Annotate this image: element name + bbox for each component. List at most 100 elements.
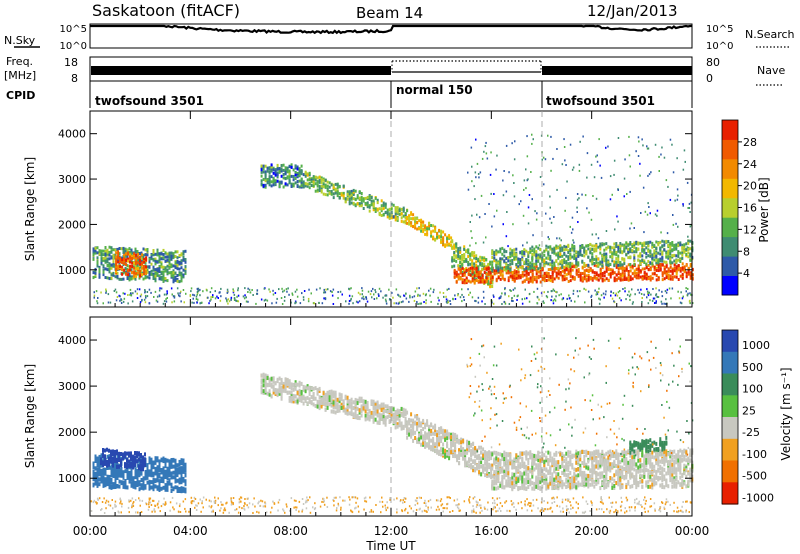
data-cell bbox=[487, 266, 490, 270]
data-cell bbox=[95, 290, 98, 293]
data-cell bbox=[584, 301, 586, 304]
data-cell bbox=[369, 293, 372, 296]
data-cell bbox=[525, 266, 528, 270]
data-cell bbox=[461, 272, 464, 276]
data-cell bbox=[575, 258, 578, 262]
data-cell bbox=[532, 234, 534, 237]
data-cell bbox=[266, 166, 269, 170]
data-cell bbox=[549, 257, 552, 260]
data-cell bbox=[513, 294, 516, 297]
data-cell bbox=[152, 258, 155, 262]
data-cell bbox=[120, 298, 122, 301]
data-cell bbox=[419, 294, 421, 297]
data-cell bbox=[104, 250, 107, 253]
data-cell bbox=[97, 297, 99, 299]
data-cell bbox=[489, 267, 492, 271]
data-cell bbox=[629, 255, 632, 259]
data-cell bbox=[129, 268, 132, 272]
data-cell bbox=[292, 182, 295, 186]
data-cell bbox=[561, 262, 564, 265]
data-cell bbox=[294, 177, 297, 180]
data-cell bbox=[577, 268, 580, 271]
data-cell bbox=[579, 252, 582, 256]
data-cell bbox=[677, 290, 679, 293]
data-cell bbox=[243, 297, 246, 300]
data-cell bbox=[122, 250, 125, 254]
data-cell bbox=[164, 277, 167, 280]
data-cell bbox=[131, 271, 134, 275]
data-cell bbox=[450, 240, 453, 244]
data-cell bbox=[418, 287, 420, 290]
data-cell bbox=[525, 277, 528, 281]
data-cell bbox=[184, 270, 187, 273]
data-cell bbox=[138, 487, 141, 492]
data-cell bbox=[691, 302, 694, 305]
data-cell bbox=[661, 290, 663, 293]
data-cell bbox=[673, 259, 676, 263]
data-cell bbox=[446, 243, 449, 247]
data-cell bbox=[98, 472, 101, 477]
data-cell bbox=[102, 268, 105, 272]
data-cell bbox=[599, 274, 602, 278]
data-cell bbox=[463, 268, 466, 272]
data-cell bbox=[100, 476, 103, 481]
data-cell bbox=[127, 259, 130, 263]
data-cell bbox=[226, 299, 228, 302]
data-cell bbox=[579, 276, 582, 280]
data-cell bbox=[568, 294, 570, 297]
data-cell bbox=[453, 268, 456, 272]
data-cell bbox=[428, 227, 431, 231]
data-cell bbox=[280, 297, 283, 299]
data-cell bbox=[547, 268, 550, 272]
data-cell bbox=[645, 255, 648, 259]
data-cell bbox=[499, 277, 502, 281]
data-cell bbox=[624, 158, 626, 161]
data-cell bbox=[176, 489, 179, 493]
data-cell bbox=[628, 290, 630, 293]
data-cell bbox=[591, 262, 594, 266]
data-cell bbox=[294, 290, 297, 293]
data-cell bbox=[595, 271, 598, 275]
data-cell bbox=[284, 176, 287, 180]
data-cell bbox=[364, 296, 367, 299]
data-cell bbox=[482, 241, 485, 244]
data-cell bbox=[288, 169, 291, 173]
data-cell bbox=[272, 293, 275, 296]
data-cell bbox=[108, 250, 111, 254]
data-cell bbox=[344, 197, 347, 201]
data-cell bbox=[454, 294, 456, 297]
data-cell bbox=[446, 237, 449, 241]
data-cell bbox=[599, 272, 602, 276]
data-cell bbox=[100, 454, 103, 459]
data-cell bbox=[503, 250, 506, 254]
data-cell bbox=[122, 472, 125, 477]
data-cell bbox=[107, 301, 110, 304]
data-cell bbox=[553, 289, 556, 292]
data-cell bbox=[180, 480, 183, 485]
data-cell bbox=[571, 277, 574, 281]
data-cell bbox=[120, 247, 123, 251]
data-cell bbox=[463, 273, 466, 277]
data-cell bbox=[141, 266, 144, 270]
data-cell bbox=[679, 243, 682, 247]
data-cell bbox=[463, 281, 466, 285]
data-cell bbox=[141, 261, 144, 265]
data-cell bbox=[130, 266, 133, 270]
data-cell bbox=[394, 209, 397, 213]
data-cell bbox=[633, 243, 636, 247]
data-cell bbox=[102, 264, 105, 268]
data-cell bbox=[324, 407, 327, 412]
data-cell bbox=[308, 182, 311, 186]
data-cell bbox=[332, 183, 335, 187]
data-cell bbox=[525, 168, 527, 171]
data-cell bbox=[278, 382, 281, 387]
data-cell bbox=[121, 261, 124, 264]
data-cell bbox=[581, 276, 584, 280]
data-cell bbox=[451, 246, 454, 250]
data-cell bbox=[569, 279, 572, 283]
data-cell bbox=[477, 257, 480, 261]
data-cell bbox=[479, 272, 482, 276]
data-cell bbox=[477, 173, 480, 175]
data-cell bbox=[294, 394, 297, 399]
